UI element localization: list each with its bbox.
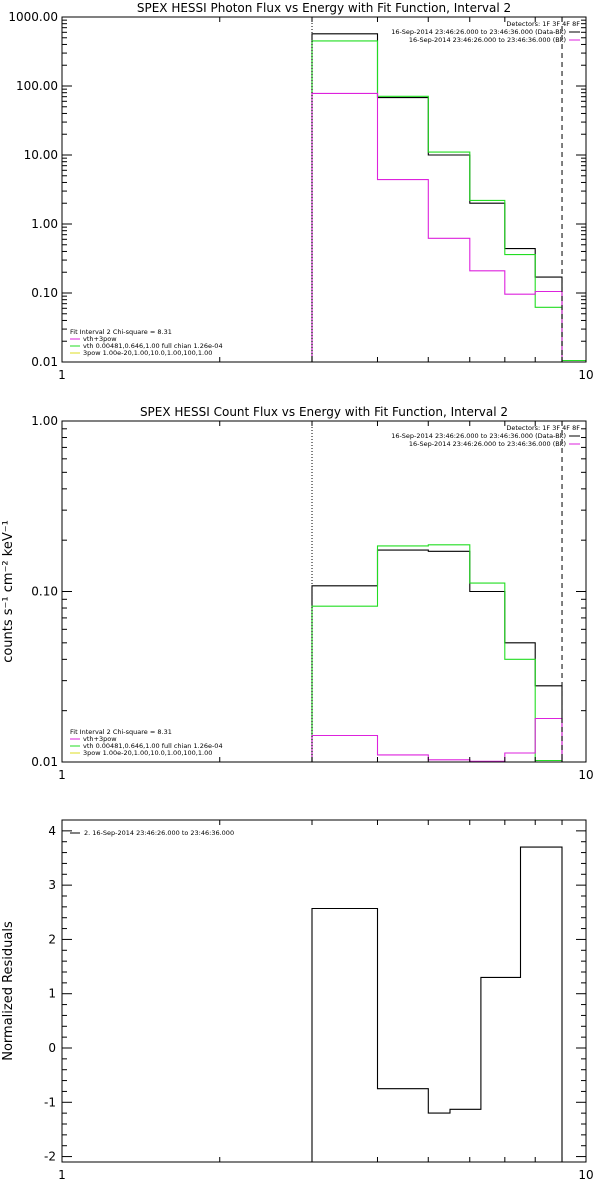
y-tick-label: 0.01: [31, 755, 58, 769]
header-legend-text: Detectors: 1F 3F 4F 8F: [506, 424, 580, 432]
y-tick-label: 0.01: [31, 355, 58, 369]
series-1-line: [311, 846, 563, 1162]
y-tick-label: 4: [48, 824, 56, 838]
fit-legend-text: vth 0.00481,0.646,1.00 full chian 1.26e-…: [83, 742, 223, 750]
plot-frame: [61, 420, 587, 763]
y-tick-label: -2: [44, 1150, 56, 1164]
x-tick-label: 1: [58, 768, 66, 782]
residual-legend-text: 2. 16-Sep-2014 23:46:26.000 to 23:46:36.…: [84, 829, 234, 837]
header-legend-text: 16-Sep-2014 23:46:26.000 to 23:46:36.000…: [409, 36, 566, 44]
y-tick-label: 0.10: [31, 286, 58, 300]
series-3-line: [311, 717, 563, 762]
y-tick-label: 0: [48, 1041, 56, 1055]
y-tick-label: 1.00: [31, 414, 58, 428]
y-tick-label: 2: [48, 932, 56, 946]
series-2-line: [311, 544, 563, 762]
series-2-line: [311, 40, 587, 362]
series-1-line: [311, 33, 563, 362]
x-tick-label: 1: [58, 368, 66, 382]
y-tick-label: -1: [44, 1095, 56, 1109]
y-axis-label: counts s⁻¹ cm⁻² keV⁻¹: [1, 520, 16, 663]
fit-legend-text: Fit Interval 2 Chi-square = 8.31: [70, 728, 172, 736]
chart-title: SPEX HESSI Photon Flux vs Energy with Fi…: [137, 1, 511, 15]
plot-frame: [61, 16, 587, 363]
y-tick-label: 1000.00: [8, 10, 58, 24]
y-tick-label: 1.00: [31, 217, 58, 231]
x-tick-label: 10: [578, 1168, 593, 1182]
y-tick-label: 3: [48, 878, 56, 892]
y-axis-label: Normalized Residuals: [1, 921, 16, 1061]
x-tick-label: 10: [578, 368, 593, 382]
header-legend-text: 16-Sep-2014 23:46:26.000 to 23:46:36.000…: [409, 440, 566, 448]
x-tick-label: 1: [58, 1168, 66, 1182]
chart-panel-1: SPEX HESSI Photon Flux vs Energy with Fi…: [8, 1, 593, 382]
y-tick-label: 10.00: [24, 148, 58, 162]
header-legend-text: 16-Sep-2014 23:46:26.000 to 23:46:36.000…: [391, 432, 566, 440]
fit-legend-text: vth+3pow: [83, 735, 117, 743]
series-3-line: [311, 92, 563, 362]
chart-panel-2: SPEX HESSI Count Flux vs Energy with Fit…: [1, 405, 594, 782]
y-tick-label: 0.10: [31, 585, 58, 599]
chart-panel-3: Normalized Residuals 1 10 -2 -1 0 1 2 3 4 2. 16-Se…: [1, 819, 594, 1182]
plot-frame: [61, 819, 587, 1163]
fit-legend-text: vth+3pow: [83, 335, 117, 343]
fit-legend-text: 3pow 1.00e-20,1.00,10.0,1.00,100,1.00: [83, 349, 212, 357]
x-tick-label: 10: [578, 768, 593, 782]
y-tick-label: 100.00: [16, 79, 58, 93]
fit-legend-text: 3pow 1.00e-20,1.00,10.0,1.00,100,1.00: [83, 749, 212, 757]
chart-title: SPEX HESSI Count Flux vs Energy with Fit…: [140, 405, 508, 419]
y-tick-label: 1: [48, 987, 56, 1001]
fit-legend-text: Fit Interval 2 Chi-square = 8.31: [70, 328, 172, 336]
header-legend-text: Detectors: 1F 3F 4F 8F: [506, 20, 580, 28]
series-1-line: [311, 549, 563, 762]
header-legend-text: 16-Sep-2014 23:46:26.000 to 23:46:36.000…: [391, 28, 566, 36]
fit-legend-text: vth 0.00481,0.646,1.00 full chian 1.26e-…: [83, 342, 223, 350]
